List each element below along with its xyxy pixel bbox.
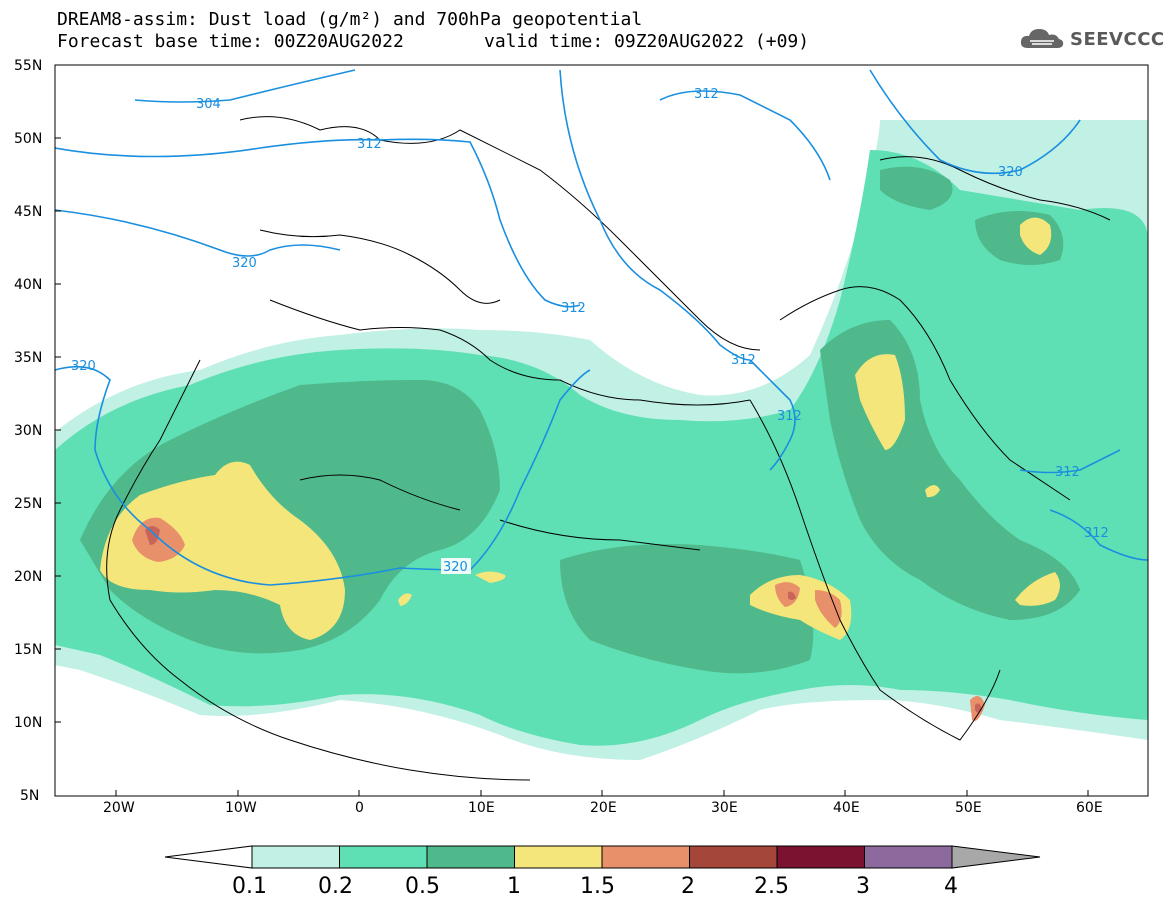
- logo-text: SEEVCCC: [1070, 28, 1165, 50]
- colorbar-high-arrow: [951, 845, 1041, 869]
- lat-label: 20N: [14, 569, 42, 585]
- colorbar: 0.1 0.2 0.5 1 1.5 2 2.5 3 4: [164, 845, 1041, 899]
- colorbar-swatch: [864, 845, 953, 869]
- lon-label: 50E: [955, 800, 982, 816]
- lat-label: 40N: [14, 277, 42, 293]
- contour-label-312-g: 312: [1084, 526, 1109, 541]
- contour-label-312-b: 312: [694, 87, 719, 102]
- lat-label: 35N: [14, 350, 42, 366]
- lat-label: 25N: [14, 496, 42, 512]
- chart-title: DREAM8-assim: Dust load (g/m²) and 700hP…: [57, 9, 643, 30]
- colorbar-tick: 0.2: [318, 874, 353, 899]
- contour-label-320-c: 320: [71, 359, 96, 374]
- contour-label-320-b: 320: [998, 165, 1023, 180]
- colorbar-swatch: [776, 845, 865, 869]
- contour-label-320-center: 320: [443, 560, 468, 575]
- lat-ticks: [55, 137, 61, 723]
- longitude-labels: 20W 10W 0 10E 20E 30E 40E 50E 60E: [103, 800, 1103, 816]
- colorbar-tick: 2: [681, 874, 695, 899]
- cloud-icon: [1020, 29, 1064, 48]
- colorbar-swatch: [514, 845, 603, 869]
- valid-time: valid time: 09Z20AUG2022 (+09): [484, 31, 810, 52]
- lon-label: 20W: [103, 800, 135, 816]
- dust-layer-yellow: [100, 217, 1060, 640]
- contour-label-320-a: 320: [232, 256, 257, 271]
- seevccc-logo: SEEVCCC: [1018, 26, 1165, 52]
- colorbar-tick: 0.5: [405, 874, 440, 899]
- colorbar-swatch: [339, 845, 428, 869]
- lat-label: 10N: [14, 715, 42, 731]
- contour-label-312-f: 312: [1055, 465, 1080, 480]
- contour-label-312-a: 312: [357, 137, 382, 152]
- lon-label: 10E: [468, 800, 495, 816]
- colorbar-tick: 3: [856, 874, 870, 899]
- dust-layer-orange: [132, 517, 985, 721]
- lat-label: 30N: [14, 423, 42, 439]
- colorbar-swatch: [251, 845, 340, 869]
- dust-layer-red: [145, 526, 982, 713]
- colorbar-tick: 1.5: [580, 874, 615, 899]
- colorbar-tick: 2.5: [754, 874, 789, 899]
- colorbar-swatch: [601, 845, 690, 869]
- forecast-base-time: Forecast base time: 00Z20AUG2022: [57, 31, 404, 52]
- contour-label-312-e: 312: [777, 409, 802, 424]
- lon-ticks: [115, 790, 1089, 796]
- colorbar-tick: 0.1: [232, 874, 267, 899]
- lat-label: 45N: [14, 204, 42, 220]
- lon-label: 60E: [1076, 800, 1103, 816]
- lon-label: 20E: [590, 800, 617, 816]
- geopotential-contours: [55, 69, 1148, 586]
- contour-label-312-d: 312: [731, 353, 756, 368]
- lat-label: 15N: [14, 642, 42, 658]
- colorbar-swatch: [689, 845, 778, 869]
- colorbar-tick: 1: [507, 874, 521, 899]
- lon-label: 10W: [225, 800, 257, 816]
- lat-label: 55N: [14, 58, 42, 74]
- contour-label-312-c: 312: [561, 301, 586, 316]
- lat-label: 5N: [20, 788, 39, 804]
- lon-label: 30E: [711, 800, 738, 816]
- colorbar-tick: 4: [944, 874, 958, 899]
- coastlines: [106, 116, 1111, 781]
- contour-labels: 304 312 312 320 320 312 312 312 320 312 …: [71, 87, 1109, 541]
- colorbar-swatch: [426, 845, 515, 869]
- colorbar-low-arrow: [164, 845, 253, 869]
- latitude-labels: 55N 50N 45N 40N 35N 30N 25N 20N 15N 10N …: [14, 58, 42, 804]
- contour-label-304: 304: [196, 97, 221, 112]
- lon-label: 40E: [833, 800, 860, 816]
- lat-label: 50N: [14, 131, 42, 147]
- lon-label: 0: [355, 800, 364, 816]
